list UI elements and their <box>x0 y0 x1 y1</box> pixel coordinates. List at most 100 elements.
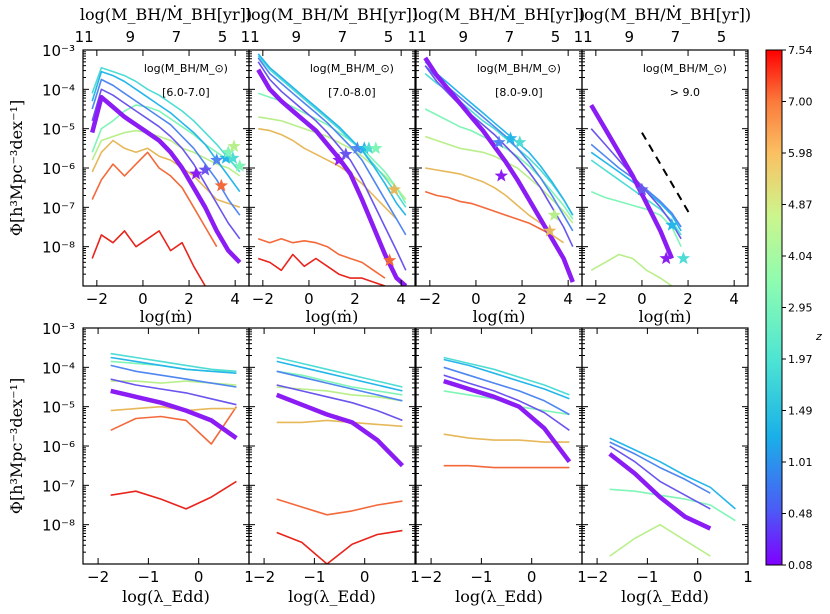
series-line-z-1-49 <box>91 70 241 193</box>
star-marker <box>214 178 228 192</box>
x-tick-label: 4 <box>563 290 573 308</box>
top-axis-tick-label: 5 <box>384 28 394 46</box>
y-axis-label: Φ[h³Mpc⁻³dex⁻¹] <box>7 100 26 236</box>
series-line-z-5-98 <box>110 406 238 445</box>
star-marker <box>513 135 527 149</box>
series-group <box>423 56 575 283</box>
top-axis-tick-label: 11 <box>75 28 94 46</box>
series-line-z-0-08 <box>275 392 405 468</box>
series-group <box>608 437 736 557</box>
star-marker <box>233 159 247 172</box>
series-line-z-2-95 <box>590 190 682 248</box>
top-axis-tick-label: 9 <box>624 28 634 46</box>
x-axis-label-top: log(ṁ) <box>140 307 193 326</box>
x-tick-label: 4 <box>729 290 739 308</box>
series-line-z-0-48 <box>257 61 407 271</box>
series-line-z-0-48 <box>590 128 682 240</box>
x-tick-label: 4 <box>230 290 240 308</box>
series-line-z-5-98 <box>276 498 403 516</box>
colorbar-tick-label: 0.48 <box>788 508 813 521</box>
y-tick-label: 10⁻⁶ <box>42 160 75 178</box>
x-axis-label-bottom: log(λ_Edd) <box>455 587 543 606</box>
mass-bin-header: log(M_BH/M_⊙) <box>477 62 561 75</box>
series-group <box>90 66 247 286</box>
star-marker <box>219 151 233 164</box>
series-line-z-7-54 <box>91 230 206 286</box>
top-axis-tick-label: 5 <box>551 28 561 46</box>
series-line-z-4-04 <box>424 135 574 224</box>
series-line-z-1-01 <box>443 366 570 416</box>
star-marker <box>210 153 224 166</box>
colorbar-tick-label: 7.54 <box>788 44 813 57</box>
series-line-z-1-49 <box>257 53 407 216</box>
series-line-z-0-08 <box>90 94 242 264</box>
y-tick-label: 10⁻⁴ <box>42 359 75 377</box>
series-line-z-0-48 <box>276 384 403 422</box>
panel-bottom-4: −2 −1 0 1 <box>581 327 753 586</box>
mass-bin-label: [6.0-7.0] <box>162 86 210 99</box>
series-line-z-0-08 <box>589 103 674 260</box>
star-marker <box>198 163 212 176</box>
top-axis-tick-label: 11 <box>408 28 427 46</box>
panel-bottom-1: −2 −1 0 1 <box>82 327 254 586</box>
series-line-z-4-87 <box>258 127 398 220</box>
y-tick-label: 10⁻⁶ <box>42 438 75 456</box>
colorbar-tick-label: 1.97 <box>788 353 813 366</box>
star-marker <box>665 218 679 231</box>
x-tick-label: −2 <box>252 290 274 308</box>
series-line-z-5-98 <box>424 190 553 236</box>
series-line-z-1-01 <box>110 364 237 388</box>
series-line-z-0-08 <box>423 56 575 283</box>
series-group <box>110 352 238 510</box>
x-tick-label: 1 <box>577 568 587 586</box>
series-line-z-1-49 <box>424 61 574 216</box>
star-marker <box>383 253 397 267</box>
series-line-z-4-87 <box>276 419 403 428</box>
y-tick-label: 10⁻⁷ <box>42 199 75 217</box>
top-axis-tick-label: 7 <box>671 28 681 46</box>
series-line-z-2-95 <box>609 488 736 522</box>
top-axis-tick-label: 9 <box>458 28 468 46</box>
y-tick-label: 10⁻⁸ <box>42 239 75 257</box>
x-axis-label-bottom: log(λ_Edd) <box>288 587 376 606</box>
mass-bin-header: log(M_BH/M_⊙) <box>643 62 727 75</box>
top-axis-tick-label: 5 <box>218 28 228 46</box>
colorbar-tick-label: 1.49 <box>788 405 813 418</box>
x-axis-label-bottom: log(λ_Edd) <box>122 587 210 606</box>
series-line-z-0-08 <box>443 378 572 464</box>
series-line-z-4-87 <box>425 167 565 244</box>
x-tick-label: 2 <box>683 290 693 308</box>
x-tick-label: 2 <box>350 290 360 308</box>
y-axis-label: Φ[h³Mpc⁻³dex⁻¹] <box>7 378 26 514</box>
series-line-z-7-54 <box>276 529 403 564</box>
series-line-z-1-01 <box>257 57 407 236</box>
x-tick-label: −2 <box>585 290 607 308</box>
top-axis-tick-label: 11 <box>574 28 593 46</box>
x-tick-label: −1 <box>636 568 658 586</box>
series-line-z-0-08 <box>256 68 408 286</box>
top-axis-tick-label: 9 <box>125 28 135 46</box>
x-tick-label: 0 <box>138 290 148 308</box>
x-tick-label: −1 <box>137 568 159 586</box>
x-axis-label-top: log(ṁ) <box>306 307 359 326</box>
mass-bin-header: log(M_BH/M_⊙) <box>310 62 394 75</box>
colorbar-tick-label: 5.98 <box>788 147 813 160</box>
series-line-z-1-01 <box>91 78 241 216</box>
axes-frame <box>82 327 250 565</box>
top-axis-tick-label: 7 <box>505 28 515 46</box>
star-marker <box>676 251 691 265</box>
series-line-z-0-48 <box>91 88 241 240</box>
x-tick-label: −1 <box>470 568 492 586</box>
x-tick-label: 0 <box>527 568 537 586</box>
series-line-z-1-97 <box>443 356 570 396</box>
series-line-z-1-97 <box>276 356 403 388</box>
series-line-z-4-04 <box>258 116 407 200</box>
series-line-z-0-48 <box>609 445 711 510</box>
star-marker <box>227 139 241 152</box>
star-marker <box>494 168 508 182</box>
star-marker <box>189 166 203 180</box>
star-marker <box>369 141 383 154</box>
y-tick-label: 10⁻⁵ <box>42 121 75 139</box>
series-line-z-1-49 <box>110 356 237 374</box>
